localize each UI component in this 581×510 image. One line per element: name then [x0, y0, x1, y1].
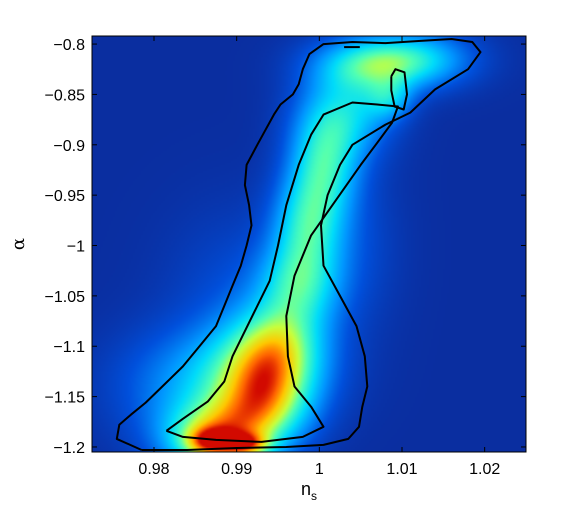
y-tick-label: −1.05	[45, 289, 86, 306]
y-tick-label: −1	[67, 239, 85, 256]
density-heatmap	[92, 36, 526, 452]
x-tick-label: 0.99	[221, 461, 252, 478]
x-axis-label-sub: s	[311, 489, 317, 503]
x-axis-ticks: 0.98 0.99 1 1.01 1.02	[138, 36, 500, 478]
y-tick-label: −1.1	[53, 339, 85, 356]
y-tick-label: −0.9	[53, 138, 85, 155]
plot-frame	[91, 35, 527, 453]
y-axis-ticks: −0.8 −0.85 −0.9 −0.95 −1 −1.05 −1.1 −1.15 −1.2	[45, 37, 526, 457]
x-axis-label-main: n	[301, 479, 311, 499]
y-tick-label: −0.95	[45, 188, 86, 205]
contour-middle	[165, 101, 399, 443]
contour-outer	[115, 38, 482, 451]
x-tick-label: 1.02	[469, 461, 500, 478]
y-axis-label: α	[8, 238, 29, 250]
y-tick-label: −0.8	[53, 37, 85, 54]
contour-layer	[115, 38, 482, 451]
x-tick-label: 0.98	[138, 461, 169, 478]
x-tick-label: 1.01	[386, 461, 417, 478]
x-axis-label: ns	[301, 479, 317, 503]
y-tick-label: −1.15	[45, 390, 86, 407]
y-tick-label: −0.85	[45, 87, 86, 104]
x-tick-label: 1	[315, 461, 324, 478]
contour-inner	[390, 68, 408, 111]
y-tick-label: −1.2	[53, 440, 85, 457]
